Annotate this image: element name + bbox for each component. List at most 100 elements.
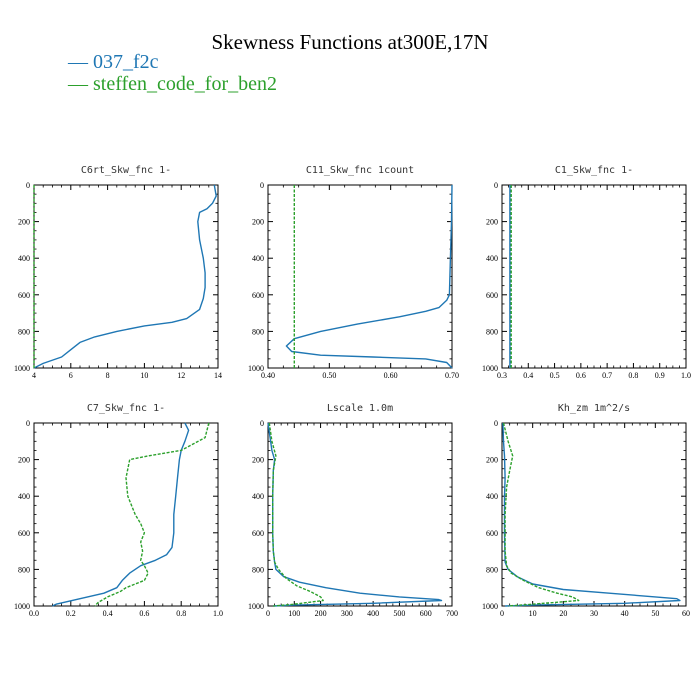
panel-5: Lscale 1.0m 0 100 200 300 400 500 600 700 0 200 400… bbox=[248, 403, 458, 618]
x-tick-label: 500 bbox=[393, 609, 405, 618]
y-tick-label: 800 bbox=[252, 565, 264, 574]
y-tick-label: 800 bbox=[252, 327, 264, 336]
y-tick-label: 1000 bbox=[482, 602, 498, 611]
x-tick-label: 0.4 bbox=[103, 609, 113, 618]
x-tick-label: 300 bbox=[341, 609, 353, 618]
y-tick-label: 1000 bbox=[14, 602, 30, 611]
x-tick-label: 20 bbox=[559, 609, 567, 618]
plot-frame bbox=[33, 184, 219, 369]
x-tick-label: 600 bbox=[420, 609, 432, 618]
legend-dash-marker: — bbox=[68, 51, 93, 73]
y-tick-label: 600 bbox=[18, 529, 30, 538]
y-tick-label: 400 bbox=[486, 492, 498, 501]
x-tick-label: 8 bbox=[106, 371, 110, 380]
y-tick-label: 600 bbox=[486, 291, 498, 300]
y-tick-label: 800 bbox=[486, 327, 498, 336]
legend-label: 037_f2c bbox=[93, 51, 159, 73]
plot-frame bbox=[33, 422, 219, 607]
y-tick-label: 0 bbox=[26, 181, 30, 190]
x-tick-label: 0.8 bbox=[628, 371, 638, 380]
x-tick-label: 0 bbox=[266, 609, 270, 618]
panel-title: C11_Skw_fnc 1count bbox=[306, 165, 414, 176]
x-tick-label: 4 bbox=[32, 371, 36, 380]
x-tick-label: 1.0 bbox=[681, 371, 691, 380]
x-tick-label: 200 bbox=[315, 609, 327, 618]
panel-1: C6rt_Skw_fnc 1- 4 6 8 10 12 14 0 200 400 600 800 100… bbox=[14, 165, 222, 380]
x-tick-label: 0.5 bbox=[550, 371, 560, 380]
y-tick-label: 1000 bbox=[248, 602, 264, 611]
x-tick-label: 0 bbox=[500, 609, 504, 618]
plot-frame bbox=[267, 422, 453, 607]
plot-frame bbox=[501, 422, 687, 607]
panel-title: C6rt_Skw_fnc 1- bbox=[81, 165, 171, 176]
x-tick-label: 6 bbox=[69, 371, 73, 380]
panel-title: C7_Skw_fnc 1- bbox=[87, 403, 165, 414]
x-tick-label: 100 bbox=[288, 609, 300, 618]
x-tick-label: 0.50 bbox=[322, 371, 336, 380]
x-tick-label: 10 bbox=[529, 609, 537, 618]
series-line-1 bbox=[33, 184, 217, 369]
x-tick-label: 10 bbox=[140, 371, 148, 380]
panel-2: C11_Skw_fnc 1count 0.40 0.50 0.60 0.70 0 200 40… bbox=[248, 165, 459, 380]
y-tick-label: 400 bbox=[252, 492, 264, 501]
x-tick-label: 0.6 bbox=[139, 609, 149, 618]
series-line-1 bbox=[52, 422, 190, 607]
x-tick-label: 0.2 bbox=[66, 609, 76, 618]
y-tick-label: 0 bbox=[494, 181, 498, 190]
x-tick-label: 0.6 bbox=[576, 371, 586, 380]
x-tick-label: 0.0 bbox=[29, 609, 39, 618]
x-tick-label: 0.9 bbox=[655, 371, 665, 380]
y-tick-label: 200 bbox=[18, 218, 30, 227]
x-tick-label: 60 bbox=[682, 609, 690, 618]
legend-entry-series-2: — steffen_code_for_ben2 bbox=[68, 73, 277, 96]
y-tick-label: 600 bbox=[18, 291, 30, 300]
y-tick-label: 0 bbox=[26, 419, 30, 428]
y-tick-label: 1000 bbox=[14, 364, 30, 373]
panel-title: C1_Skw_fnc 1- bbox=[555, 165, 633, 176]
legend-dash-marker: — bbox=[68, 73, 93, 95]
series-line-2 bbox=[94, 422, 210, 607]
y-tick-label: 800 bbox=[18, 565, 30, 574]
y-tick-label: 0 bbox=[494, 419, 498, 428]
series-line-2 bbox=[502, 422, 580, 607]
y-tick-label: 200 bbox=[252, 456, 264, 465]
y-tick-label: 0 bbox=[260, 419, 264, 428]
y-tick-label: 400 bbox=[18, 254, 30, 263]
panel-title: Kh_zm 1m^2/s bbox=[558, 403, 630, 414]
y-tick-label: 600 bbox=[252, 529, 264, 538]
y-tick-label: 1000 bbox=[482, 364, 498, 373]
x-tick-label: 0.7 bbox=[602, 371, 612, 380]
x-tick-label: 40 bbox=[621, 609, 629, 618]
y-tick-label: 0 bbox=[260, 181, 264, 190]
y-tick-label: 600 bbox=[252, 291, 264, 300]
x-tick-label: 0.60 bbox=[384, 371, 398, 380]
y-tick-label: 400 bbox=[252, 254, 264, 263]
series-line-1 bbox=[502, 422, 681, 607]
x-tick-label: 0.40 bbox=[261, 371, 275, 380]
legend-label: steffen_code_for_ben2 bbox=[93, 73, 278, 95]
figure-title: Skewness Functions at300E,17N bbox=[211, 30, 489, 54]
y-tick-label: 200 bbox=[252, 218, 264, 227]
y-tick-label: 200 bbox=[486, 218, 498, 227]
x-tick-label: 700 bbox=[446, 609, 458, 618]
x-tick-label: 0.8 bbox=[176, 609, 186, 618]
x-tick-label: 50 bbox=[651, 609, 659, 618]
y-tick-label: 400 bbox=[486, 254, 498, 263]
panel-title: Lscale 1.0m bbox=[327, 403, 393, 414]
panel-3: C1_Skw_fnc 1- 0.3 0.4 0.5 0.6 0.7 0.8 0.9 1.0 0 20… bbox=[482, 165, 691, 380]
x-tick-label: 1.0 bbox=[213, 609, 223, 618]
series-line-2 bbox=[268, 422, 324, 607]
plot-frame bbox=[267, 184, 453, 369]
panel-4: C7_Skw_fnc 1- 0.0 0.2 0.4 0.6 0.8 1.0 0 200 400 60… bbox=[14, 403, 223, 618]
x-tick-label: 0.3 bbox=[497, 371, 507, 380]
legend-entry-series-1: — 037_f2c bbox=[68, 51, 159, 74]
x-tick-label: 14 bbox=[214, 371, 222, 380]
x-tick-label: 400 bbox=[367, 609, 379, 618]
y-tick-label: 200 bbox=[486, 456, 498, 465]
x-tick-label: 30 bbox=[590, 609, 598, 618]
y-tick-label: 600 bbox=[486, 529, 498, 538]
series-line-1 bbox=[267, 422, 443, 607]
x-tick-label: 0.70 bbox=[445, 371, 459, 380]
